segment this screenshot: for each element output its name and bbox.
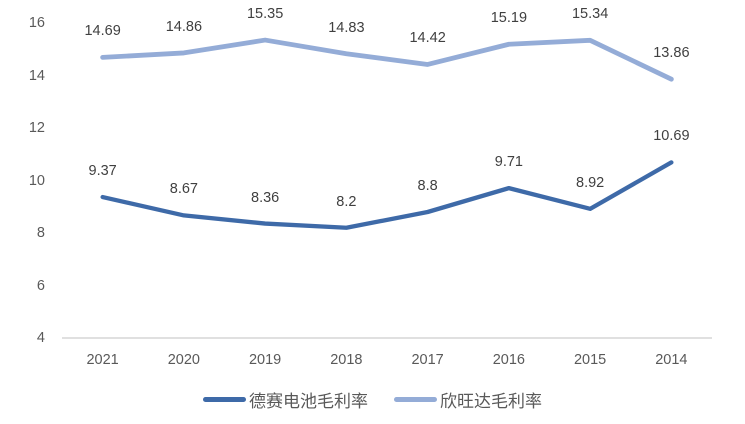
legend-item-1: 欣旺达毛利率 <box>394 387 542 412</box>
y-tick-label: 4 <box>36 330 45 346</box>
y-tick-label: 16 <box>28 15 45 31</box>
data-label-0: 8.92 <box>576 174 605 191</box>
data-label-0: 8.2 <box>336 193 357 210</box>
x-tick-label: 2018 <box>330 352 363 368</box>
legend-line-swatch <box>203 396 246 402</box>
data-label-1: 14.83 <box>328 19 365 36</box>
data-label-1: 14.69 <box>84 23 121 40</box>
data-label-1: 13.86 <box>653 45 690 62</box>
x-tick-label: 2016 <box>492 352 525 368</box>
series-line-1 <box>100 37 674 82</box>
y-tick-label: 6 <box>36 277 45 294</box>
legend: 德赛电池毛利率 欣旺达毛利率 <box>0 387 745 412</box>
y-tick-label: 10 <box>28 172 45 189</box>
x-tick-label: 2017 <box>411 352 444 368</box>
data-label-1: 15.35 <box>246 6 284 23</box>
data-label-0: 8.36 <box>251 189 280 206</box>
y-tick-label: 8 <box>36 225 45 241</box>
data-label-1: 14.86 <box>165 18 203 35</box>
data-label-0: 8.67 <box>169 181 198 198</box>
data-label-1: 15.19 <box>490 10 528 27</box>
x-tick-label: 2021 <box>86 352 119 368</box>
legend-line-swatch <box>394 396 437 402</box>
series-line-0 <box>100 160 674 230</box>
legend-item-0: 德赛电池毛利率 <box>203 387 368 412</box>
legend-label: 欣旺达毛利率 <box>440 391 542 411</box>
data-label-0: 8.8 <box>417 178 438 194</box>
data-label-0: 9.71 <box>494 154 523 171</box>
y-tick-label: 14 <box>28 67 45 84</box>
legend-label: 德赛电池毛利率 <box>249 391 368 411</box>
data-label-1: 14.42 <box>409 30 446 47</box>
data-label-0: 10.69 <box>653 128 690 145</box>
x-tick-label: 2015 <box>573 352 607 368</box>
x-tick-label: 2019 <box>248 352 282 368</box>
data-label-1: 15.34 <box>571 6 609 23</box>
data-label-0: 9.37 <box>88 163 117 180</box>
x-tick-label: 2020 <box>167 352 200 368</box>
x-tick-label: 2014 <box>655 352 688 368</box>
y-tick-label: 12 <box>28 120 45 136</box>
